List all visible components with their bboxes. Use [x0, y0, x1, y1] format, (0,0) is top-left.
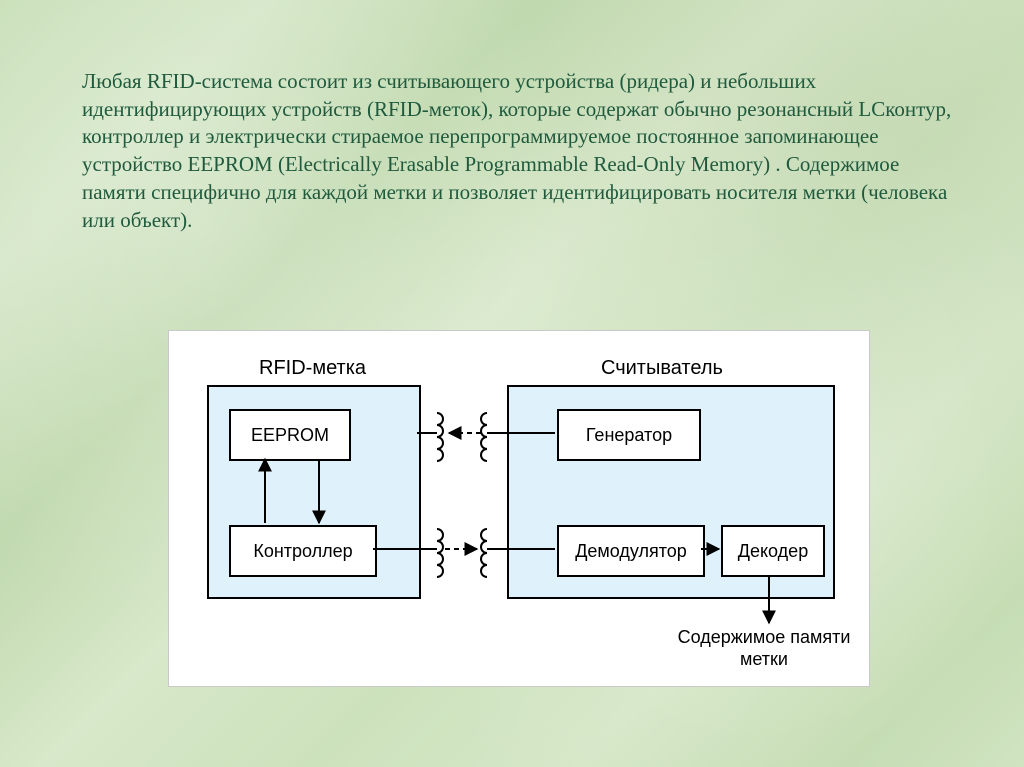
diagram-panel: RFID-метка Считыватель EEPROM Контроллер… — [168, 330, 870, 687]
slide-background: Любая RFID-система состоит из считывающе… — [0, 0, 1024, 767]
diagram-inner: RFID-метка Считыватель EEPROM Контроллер… — [169, 331, 869, 686]
body-paragraph: Любая RFID-система состоит из считывающе… — [82, 68, 952, 234]
diagram-connectors — [169, 331, 869, 686]
